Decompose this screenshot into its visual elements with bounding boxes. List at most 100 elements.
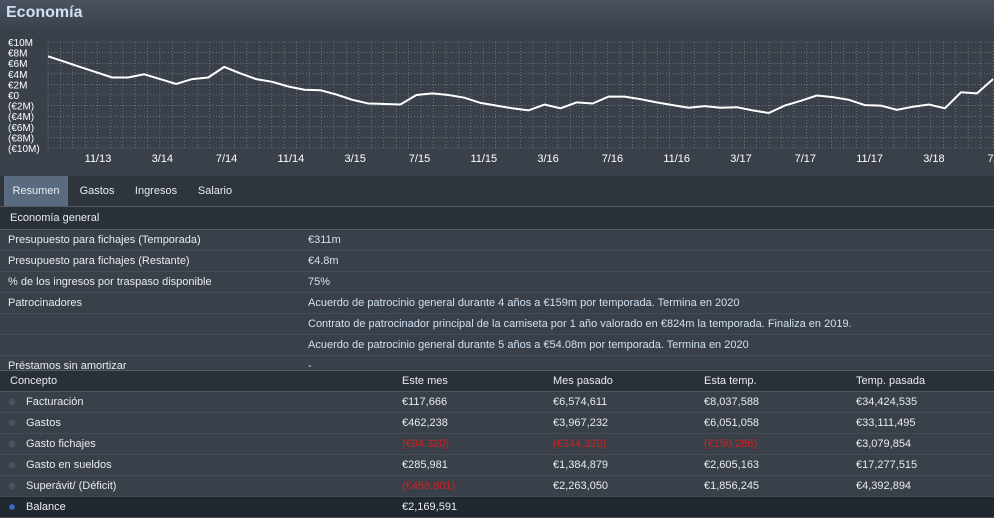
cell: (€94,320) <box>402 438 450 450</box>
info-label: % de los ingresos por traspaso disponibl… <box>8 276 212 288</box>
info-row: Patrocinadores Acuerdo de patrocinio gen… <box>0 293 994 314</box>
y-tick-label: €0 <box>8 91 20 102</box>
col-concepto[interactable]: Concepto <box>10 375 58 387</box>
info-label: Préstamos sin amortizar <box>8 360 127 372</box>
row-bullet-icon <box>9 504 15 510</box>
balance-series-line <box>47 55 994 115</box>
info-label: Presupuesto para fichajes (Restante) <box>8 255 190 267</box>
row-bullet-icon <box>8 398 16 406</box>
row-concept: Gasto fichajes <box>26 438 96 450</box>
cell: €2,263,050 <box>553 480 609 492</box>
tab-ingresos[interactable]: Ingresos <box>134 185 178 197</box>
general-economy-section: Economía general Presupuesto para fichaj… <box>0 206 994 377</box>
col-este-mes[interactable]: Este mes <box>402 375 448 387</box>
tab-resumen[interactable]: Resumen <box>4 176 68 206</box>
y-tick-label: (€2M) <box>8 102 34 113</box>
col-esta-temp[interactable]: Esta temp. <box>704 375 757 387</box>
table-row: Gasto fichajes (€94,320) (€344,328) (€15… <box>0 434 994 455</box>
row-bullet-icon <box>8 419 16 427</box>
cell: €17,277,515 <box>856 459 918 471</box>
col-mes-pasado[interactable]: Mes pasado <box>553 375 613 387</box>
row-concept: Gasto en sueldos <box>26 459 112 471</box>
cell: €3,079,854 <box>856 438 912 450</box>
cell: (€150,286) <box>704 438 758 450</box>
sponsor-value: Contrato de patrocinador principal de la… <box>308 318 852 330</box>
cell: €2,605,163 <box>704 459 760 471</box>
table-row: Gasto en sueldos €285,981 €1,384,879 €2,… <box>0 455 994 476</box>
cell: €3,967,232 <box>553 417 609 429</box>
sponsor-value: Acuerdo de patrocinio general durante 5 … <box>308 339 749 351</box>
x-tick-label: 3/15 <box>344 153 365 165</box>
x-tick-label: 7/18 <box>987 153 994 165</box>
y-tick-label: €10M <box>8 38 33 49</box>
table-row-balance: Balance €2,169,591 <box>0 497 994 518</box>
cell: €285,981 <box>402 459 448 471</box>
cell: €117,666 <box>402 396 448 408</box>
tab-salario[interactable]: Salario <box>197 185 233 197</box>
balance-chart: €10M €8M €6M €4M €2M €0 (€2M) (€4M) (€6M) (€8M) (€… <box>0 30 994 172</box>
x-tick-label: 3/17 <box>730 153 751 165</box>
section-header: Economía general <box>0 206 994 230</box>
y-tick-label: (€6M) <box>8 123 34 134</box>
x-tick-label: 3/18 <box>923 153 944 165</box>
y-tick-label: €4M <box>8 70 27 81</box>
balance-chart-svg: €10M€8M€6M€4M€2M€0(€2M)(€4M)(€6M)(€8M)(€… <box>8 38 994 165</box>
sponsor-value: Acuerdo de patrocinio general durante 4 … <box>308 297 740 309</box>
cell: €33,111,495 <box>856 417 916 429</box>
cell: (€344,328) <box>553 438 607 450</box>
y-tick-label: (€4M) <box>8 112 34 123</box>
y-tick-label: (€8M) <box>8 133 34 144</box>
x-tick-label: 7/15 <box>409 153 430 165</box>
x-tick-label: 11/14 <box>278 153 305 165</box>
tab-bar: Resumen Gastos Ingresos Salario <box>0 176 994 206</box>
x-tick-label: 7/17 <box>795 153 816 165</box>
info-value: 75% <box>308 276 331 288</box>
x-tick-label: 11/16 <box>663 153 690 165</box>
table-row: Facturación €117,666 €6,574,611 €8,037,5… <box>0 392 994 413</box>
info-value: €311m <box>308 234 341 246</box>
x-tick-label: 3/14 <box>152 153 173 165</box>
info-label: Presupuesto para fichajes (Temporada) <box>8 234 201 246</box>
cell: €1,384,879 <box>553 459 609 471</box>
cell: €6,051,058 <box>704 417 760 429</box>
cell: €8,037,588 <box>704 396 760 408</box>
table-row: Superávit/ (Déficit) (€458,801) €2,263,0… <box>0 476 994 497</box>
info-row: Acuerdo de patrocinio general durante 5 … <box>0 335 994 356</box>
x-tick-label: 3/16 <box>537 153 558 165</box>
finance-table: Concepto Este mes Mes pasado Esta temp. … <box>0 370 994 518</box>
table-row: Gastos €462,238 €3,967,232 €6,051,058 €3… <box>0 413 994 434</box>
info-row: Contrato de patrocinador principal de la… <box>0 314 994 335</box>
row-bullet-icon <box>8 440 16 448</box>
info-value: - <box>308 360 312 372</box>
info-row: Presupuesto para fichajes (Restante) €4.… <box>0 251 994 272</box>
row-concept: Superávit/ (Déficit) <box>26 480 117 492</box>
row-bullet-icon <box>8 482 16 490</box>
cell: €2,169,591 <box>402 501 458 513</box>
cell: €4,392,894 <box>856 480 912 492</box>
info-label: Patrocinadores <box>8 297 82 309</box>
title-bar: Economía <box>0 0 994 30</box>
y-tick-label: €8M <box>8 49 27 60</box>
tab-gastos[interactable]: Gastos <box>79 185 115 197</box>
cell: €1,856,245 <box>704 480 760 492</box>
cell: €34,424,535 <box>856 396 918 408</box>
row-concept: Facturación <box>26 396 84 408</box>
cell: €6,574,611 <box>553 396 608 408</box>
row-concept: Balance <box>26 501 66 513</box>
col-temp-pasada[interactable]: Temp. pasada <box>856 375 926 387</box>
info-row: % de los ingresos por traspaso disponibl… <box>0 272 994 293</box>
x-tick-label: 11/15 <box>470 153 497 165</box>
cell: €462,238 <box>402 417 448 429</box>
row-concept: Gastos <box>26 417 61 429</box>
x-tick-label: 7/14 <box>216 153 237 165</box>
x-tick-label: 11/13 <box>85 153 112 165</box>
info-value: €4.8m <box>308 255 339 267</box>
table-header: Concepto Este mes Mes pasado Esta temp. … <box>0 370 994 392</box>
y-tick-label: €2M <box>8 80 27 91</box>
cell: (€458,801) <box>402 480 456 492</box>
row-bullet-icon <box>8 461 16 469</box>
info-row: Presupuesto para fichajes (Temporada) €3… <box>0 230 994 251</box>
y-tick-label: €6M <box>8 59 27 70</box>
x-tick-label: 7/16 <box>602 153 623 165</box>
y-tick-label: (€10M) <box>8 144 40 155</box>
